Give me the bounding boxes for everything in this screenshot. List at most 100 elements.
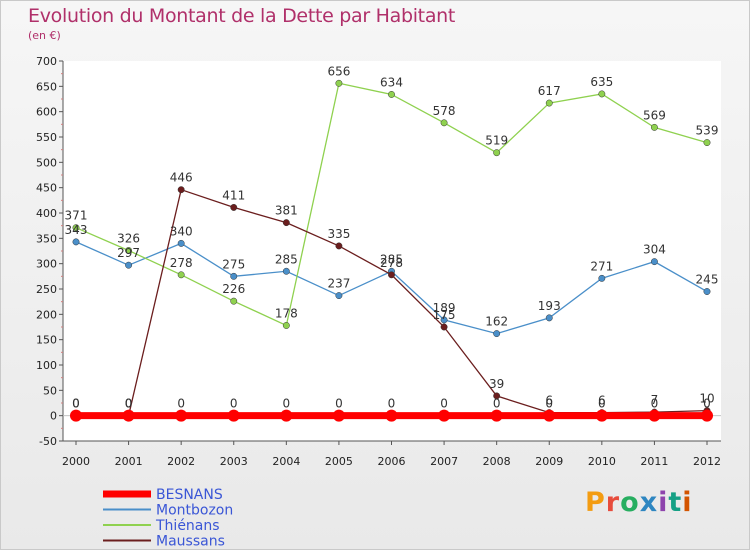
x-tick-label: 2009 [535, 455, 563, 468]
y-tick-label: 400 [36, 207, 57, 220]
y-tick-label: 200 [36, 308, 57, 321]
data-label: 0 [493, 397, 501, 411]
data-point [598, 90, 606, 98]
data-point [438, 409, 451, 422]
y-tick-label: 600 [36, 106, 57, 119]
data-point [701, 409, 713, 422]
y-tick-label: 150 [36, 334, 57, 347]
logo-letter: i [682, 487, 693, 518]
data-point [177, 239, 185, 247]
data-point [177, 271, 185, 279]
data-point [388, 271, 395, 279]
y-tick-label: 50 [43, 384, 57, 397]
data-label: 175 [433, 308, 456, 322]
data-point [282, 322, 290, 329]
y-tick-label: 450 [36, 182, 57, 195]
y-tick-label: -50 [39, 435, 57, 448]
data-point [440, 323, 448, 331]
x-tick-label: 2012 [693, 455, 721, 468]
data-point [598, 274, 606, 282]
y-tick-label: 650 [36, 80, 57, 93]
data-label: 10 [699, 392, 714, 406]
data-label: 634 [380, 75, 403, 89]
x-tick-label: 2002 [167, 455, 195, 468]
data-point [543, 409, 556, 422]
chart-title: Evolution du Montant de la Dette par Hab… [28, 5, 456, 27]
data-label: 381 [275, 204, 298, 218]
data-point [72, 224, 80, 232]
data-label: 371 [65, 209, 88, 223]
data-point [545, 99, 553, 107]
data-label: 0 [230, 397, 238, 411]
logo-letter: t [668, 487, 683, 518]
data-label: 278 [170, 256, 193, 270]
data-point [385, 409, 398, 422]
data-label: 178 [275, 306, 298, 320]
y-tick-label: 350 [36, 232, 57, 245]
data-point [650, 258, 658, 266]
data-point [175, 409, 188, 422]
logo-letter: i [658, 487, 669, 518]
y-tick-label: 100 [36, 359, 57, 372]
legend-label: BESNANS [156, 487, 223, 503]
data-point [335, 79, 343, 87]
data-label: 39 [489, 377, 504, 391]
data-point [493, 149, 501, 157]
y-tick-label: 300 [36, 258, 57, 271]
data-point [230, 203, 238, 211]
data-point [545, 314, 553, 322]
data-label: 617 [538, 84, 561, 98]
data-point [227, 409, 240, 422]
data-label: 245 [696, 273, 719, 287]
logo-letter: x [639, 487, 659, 518]
data-point [703, 288, 711, 295]
data-label: 297 [117, 246, 140, 260]
data-label: 326 [117, 231, 140, 245]
data-label: 578 [433, 104, 456, 118]
data-label: 0 [72, 397, 80, 411]
data-point [703, 139, 711, 147]
data-point [648, 409, 661, 422]
data-point [440, 119, 448, 127]
logo-letter: r [605, 487, 621, 518]
x-tick-label: 2003 [220, 455, 248, 468]
data-label: 0 [125, 397, 133, 411]
legend-label: Montbozon [156, 503, 233, 519]
y-tick-label: 0 [50, 410, 57, 423]
data-label: 0 [335, 397, 343, 411]
data-label: 226 [222, 282, 245, 296]
data-point [335, 292, 343, 300]
data-point [230, 297, 238, 305]
x-tick-label: 2007 [430, 455, 458, 468]
y-tick-label: 250 [36, 283, 57, 296]
data-label: 335 [327, 227, 350, 241]
x-tick-label: 2008 [483, 455, 511, 468]
data-point [70, 409, 82, 422]
data-label: 275 [222, 257, 245, 271]
data-point [125, 261, 133, 269]
data-label: 189 [433, 301, 456, 315]
data-label: 411 [222, 188, 245, 202]
data-label: 193 [538, 299, 561, 313]
data-label: 0 [388, 397, 396, 411]
data-point [650, 123, 658, 131]
data-label: 343 [65, 223, 88, 237]
data-point [595, 409, 608, 422]
data-point [280, 409, 293, 422]
y-tick-label: 550 [36, 131, 57, 144]
logo-letter: P [585, 487, 606, 518]
proxiti-logo: Proxiti [585, 487, 693, 518]
x-tick-label: 2004 [272, 455, 300, 468]
data-point [282, 219, 290, 227]
data-label: 0 [545, 397, 553, 411]
data-label: 340 [170, 224, 193, 238]
data-point [177, 186, 185, 194]
data-label: 0 [703, 397, 711, 411]
data-label: 0 [177, 397, 185, 411]
plot-area [63, 61, 721, 441]
chart-subtitle: (en €) [28, 29, 61, 42]
data-label: 446 [170, 171, 193, 185]
data-label: 0 [283, 397, 291, 411]
